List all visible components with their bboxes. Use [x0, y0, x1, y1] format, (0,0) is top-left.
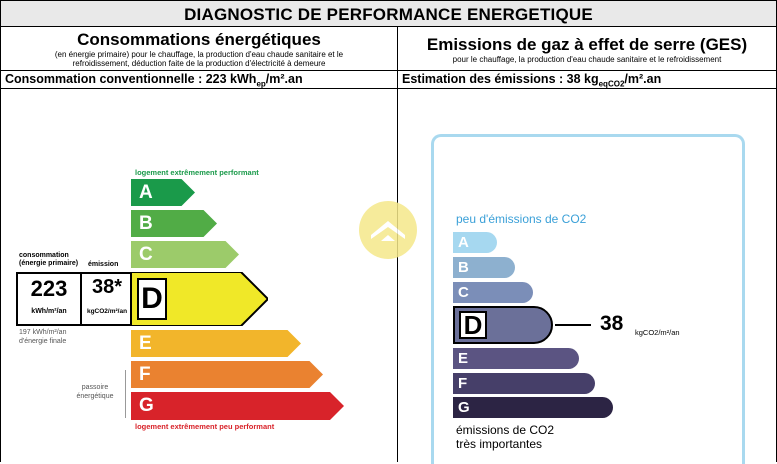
ges-class-g: G: [453, 397, 613, 418]
energy-estimate-text: Consommation conventionnelle : 223 kWh: [5, 72, 257, 86]
bottom-performance-label: logement extrêmement peu performant: [135, 422, 275, 431]
ges-header: Emissions de gaz à effet de serre (GES) …: [397, 27, 777, 71]
ges-subtitle: pour le chauffage, la production d'eau c…: [452, 55, 722, 64]
final-energy-value: 197 kWh/m²/an: [19, 329, 67, 336]
watermark-logo: [359, 201, 417, 259]
ges-class-label: C: [458, 284, 469, 301]
page-title: DIAGNOSTIC DE PERFORMANCE ENERGETIQUE: [0, 0, 777, 27]
energy-class-label: C: [139, 244, 153, 265]
ges-estimate: Estimation des émissions : 38 kgeqCO2/m²…: [397, 71, 777, 89]
passoire-label-1: passoire: [81, 384, 109, 391]
energy-class-c: C: [131, 241, 239, 268]
ges-panel: [431, 134, 745, 464]
column-divider: [397, 89, 398, 462]
ges-class-d: D: [453, 306, 553, 344]
consumption-unit: kWh/m²/an: [31, 308, 67, 315]
ges-unit: kgCO2/m²/an: [635, 328, 680, 337]
energy-class-g: G: [131, 392, 344, 420]
energy-header: Consommations énergétiques (en énergie p…: [0, 27, 398, 71]
energy-estimate: Consommation conventionnelle : 223 kWhep…: [0, 71, 398, 89]
top-performance-label: logement extrêmement performant: [135, 168, 259, 177]
energy-subtitle-2: refroidissement, déduction faite de la p…: [72, 59, 326, 68]
energy-class-label: E: [139, 333, 152, 354]
ges-heading: Emissions de gaz à effet de serre (GES): [426, 35, 748, 54]
emission-unit: kgCO2/m²/an: [86, 308, 128, 315]
passoire-bracket: [125, 370, 126, 418]
ges-class-label: A: [458, 234, 469, 251]
ges-class-label: F: [458, 375, 468, 392]
energy-subtitle-1: (en énergie primaire) pour le chauffage,…: [54, 50, 344, 59]
ges-class-f: F: [453, 373, 595, 394]
energy-class-d: D: [131, 272, 268, 326]
ges-class-label: G: [458, 399, 470, 416]
ges-class-c: C: [453, 282, 533, 303]
energy-estimate-sub: ep: [256, 79, 266, 89]
ges-bottom-label-1: émissions de CO2: [456, 423, 555, 437]
energy-class-label: F: [139, 364, 151, 385]
consumption-box: 223 kWh/m²/an 38* kgCO2/m²/an: [16, 272, 132, 326]
energy-class-a: A: [131, 179, 195, 206]
energy-heading: Consommations énergétiques: [77, 30, 321, 49]
ges-class-label: B: [458, 259, 469, 276]
ges-estimate-sub: eqCO2: [598, 79, 625, 89]
energy-class-label: A: [139, 182, 153, 203]
ges-class-e: E: [453, 348, 579, 369]
final-energy-label: d'énergie finale: [19, 338, 67, 345]
ges-value: 38: [600, 312, 624, 335]
ges-bottom-label-2: très importantes: [456, 437, 543, 451]
ges-top-label: peu d'émissions de CO2: [456, 212, 587, 226]
consumption-caption-1: consommation: [19, 252, 69, 259]
passoire-label-2: énergétique: [76, 393, 114, 400]
left-border: [0, 89, 1, 462]
energy-class-f: F: [131, 361, 323, 388]
ges-bottom-label: émissions de CO2 très importantes: [456, 423, 554, 451]
ges-pointer-line: [555, 324, 591, 326]
ges-class-label: E: [458, 350, 469, 367]
ges-estimate-text: Estimation des émissions : 38 kg: [402, 72, 599, 86]
energy-class-e: E: [131, 330, 301, 357]
energy-class-label: D: [137, 278, 167, 320]
ges-class-a: A: [453, 232, 497, 253]
energy-class-label: G: [139, 395, 154, 416]
emission-value: 38*: [91, 276, 123, 298]
ges-class-b: B: [453, 257, 515, 278]
emission-caption: émission: [88, 261, 119, 268]
consumption-caption-2: (énergie primaire): [19, 260, 79, 267]
energy-class-label: B: [139, 213, 153, 234]
ges-estimate-unit: /m².an: [624, 72, 662, 86]
ges-class-label: D: [459, 311, 487, 339]
final-energy-note: 197 kWh/m²/an d'énergie finale: [19, 328, 66, 346]
consumption-value: 223: [30, 276, 68, 301]
box-divider: [80, 274, 82, 324]
energy-class-b: B: [131, 210, 217, 237]
passoire-note: passoire énergétique: [70, 383, 120, 401]
consumption-caption: consommation (énergie primaire): [19, 252, 78, 268]
energy-estimate-unit: /m².an: [265, 72, 303, 86]
